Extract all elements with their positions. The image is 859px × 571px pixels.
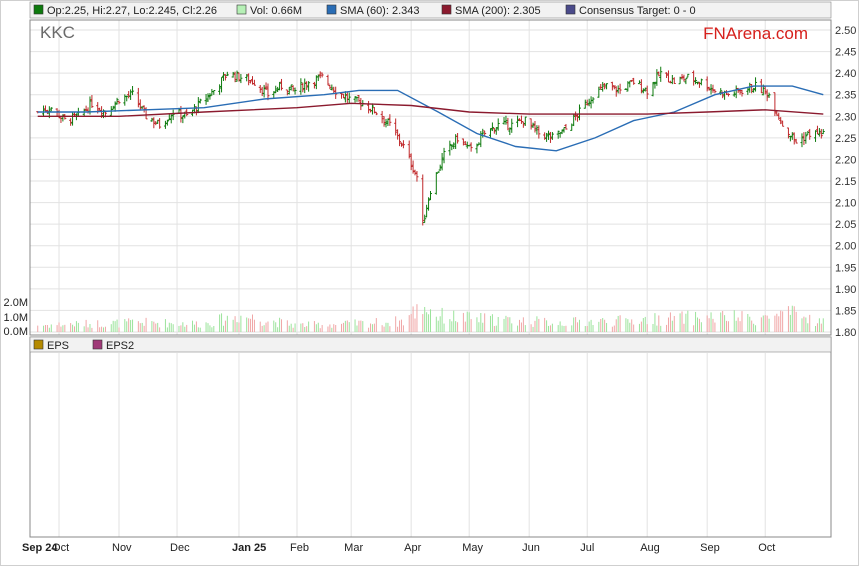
x-tick-label: Aug [640,542,660,554]
eps-legend-swatch [33,339,44,350]
sma200-line [37,102,824,118]
x-tick-label: Oct [52,542,69,554]
eps-legend-bar [29,336,832,353]
legend-label: Vol: 0.66M [250,5,302,17]
x-tick-label: Sep [700,542,720,554]
legend-swatch [33,4,44,15]
legend-label: SMA (60): 2.343 [340,5,420,17]
x-tick-label: Oct [758,542,775,554]
eps-legend-label: EPS [47,340,69,352]
y-tick-label: 1.95 [835,262,856,274]
y-tick-label: 2.15 [835,176,856,188]
y-tick-label: 2.35 [835,90,856,102]
x-tick-label: Jan 25 [232,542,266,554]
legend-label: SMA (200): 2.305 [455,5,541,17]
y-tick-label: 2.50 [835,25,856,37]
y-tick-label: 2.00 [835,241,856,253]
y-tick-label: 2.40 [835,68,856,80]
x-tick-label: Dec [170,542,190,554]
fnarena-watermark: FNArena.com [703,24,808,43]
y-tick-label: 2.20 [835,154,856,166]
x-tick-label: May [462,542,483,554]
legend-swatch [565,4,576,15]
sma60-line [37,85,824,152]
x-tick-label: Mar [344,542,363,554]
y-tick-label: 1.90 [835,284,856,296]
legend-label: Op:2.25, Hi:2.27, Lo:2.245, Cl:2.26 [47,5,217,17]
x-tick-label: Feb [290,542,309,554]
eps-legend-swatch [92,339,103,350]
ticker-label: KKC [40,23,75,42]
y-tick-label: 1.85 [835,305,856,317]
y-tick-label: 2.10 [835,198,856,210]
legend-swatch [236,4,247,15]
eps-panel-frame [29,336,832,538]
legend-swatch [441,4,452,15]
y-tick-label: 2.25 [835,133,856,145]
legend-bar [29,1,832,19]
y-tick-label: 2.45 [835,47,856,59]
legend-swatch [326,4,337,15]
y-tick-label: 1.80 [835,327,856,339]
x-tick-label: Nov [112,542,132,554]
volume-tick-label: 2.0M [4,297,28,309]
x-tick-label: Jul [580,542,594,554]
y-tick-label: 2.05 [835,219,856,231]
volume-tick-label: 1.0M [4,312,28,324]
x-tick-label: Apr [404,542,421,554]
x-tick-label: Jun [522,542,540,554]
price-panel-frame [29,19,832,336]
legend-label: Consensus Target: 0 - 0 [579,5,696,17]
volume-tick-label: 0.0M [4,326,28,338]
x-tick-label: Sep 24 [22,542,58,554]
y-tick-label: 2.30 [835,111,856,123]
eps-legend-label: EPS2 [106,340,134,352]
